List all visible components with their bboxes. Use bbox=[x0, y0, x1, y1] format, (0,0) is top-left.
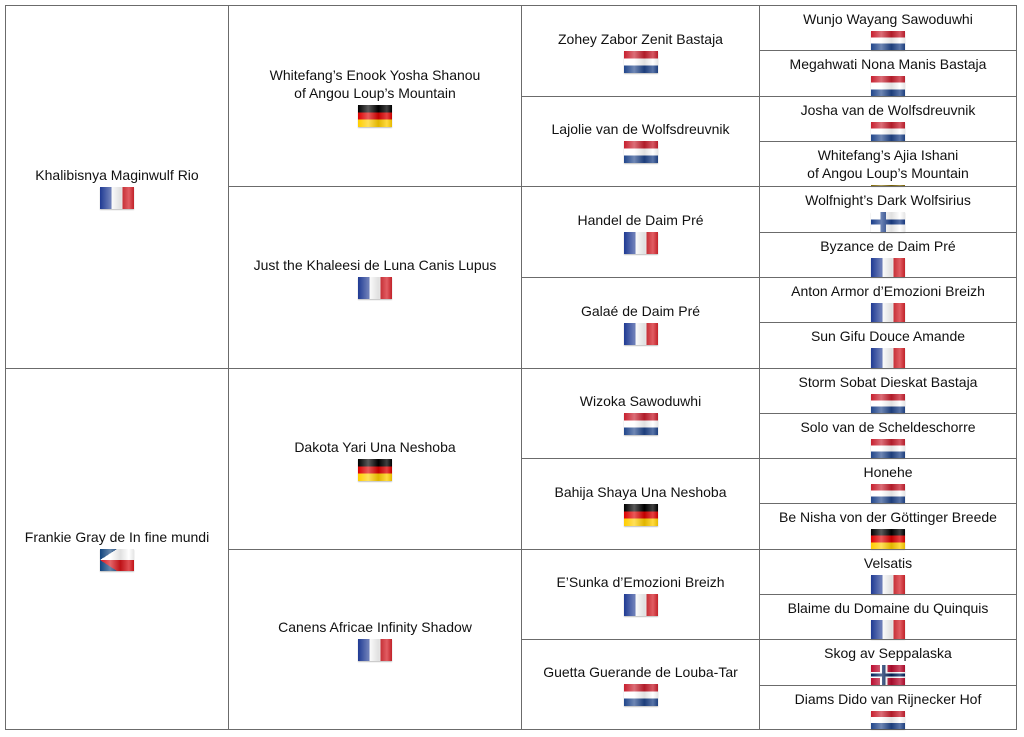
flag-france-icon bbox=[623, 231, 658, 254]
flag-netherlands-icon bbox=[871, 76, 905, 96]
pedigree-table: Khalibisnya Maginwulf Rio Frankie Gray de… bbox=[5, 5, 1017, 730]
dog-name: Skog av Seppalaska bbox=[824, 645, 952, 661]
flag-france-icon bbox=[871, 348, 905, 368]
generation-4-dog-cell: Josha van de Wolfsdreuvnik bbox=[759, 96, 1017, 141]
dog-name: Canens Africae Infinity Shadow bbox=[278, 619, 472, 635]
generation-3-dog-cell: Zohey Zabor Zenit Bastaja bbox=[521, 5, 759, 96]
dog-name: E’Sunka d’Emozioni Breizh bbox=[556, 574, 725, 590]
dog-name: Byzance de Daim Pré bbox=[820, 238, 956, 254]
flag-france-icon bbox=[871, 620, 905, 639]
flag-netherlands-icon bbox=[623, 413, 658, 435]
flag-germany-icon bbox=[358, 104, 392, 127]
generation-4-dog-cell: Byzance de Daim Pré bbox=[759, 232, 1017, 277]
generation-2-dog-cell: Whitefang’s Enook Yosha Shanou of Angou … bbox=[228, 5, 521, 186]
dog-name: Storm Sobat Dieskat Bastaja bbox=[798, 374, 978, 390]
dog-name: Wolfnight’s Dark Wolfsirius bbox=[805, 192, 971, 208]
dog-name: Solo van de Scheldeschorre bbox=[800, 419, 976, 435]
generation-3-dog-cell: Guetta Guerande de Louba-Tar bbox=[521, 639, 759, 730]
flag-netherlands-icon bbox=[623, 50, 658, 73]
generation-3-dog-cell: Handel de Daim Pré bbox=[521, 186, 759, 277]
generation-4-dog-cell: Wolfnight’s Dark Wolfsirius bbox=[759, 186, 1017, 232]
dog-name: Be Nisha von der Göttinger Breede bbox=[779, 509, 997, 525]
flag-france-icon bbox=[871, 575, 905, 594]
flag-france-icon bbox=[358, 639, 392, 661]
generation-2-dog-cell: Canens Africae Infinity Shadow bbox=[228, 549, 521, 730]
flag-netherlands-icon bbox=[871, 31, 905, 50]
generation-1-dog-cell: Khalibisnya Maginwulf Rio bbox=[5, 5, 228, 368]
generation-4-dog-cell: Wunjo Wayang Sawoduwhi bbox=[759, 5, 1017, 50]
flag-germany-icon bbox=[871, 185, 905, 186]
dog-name: Velsatis bbox=[863, 555, 913, 571]
dog-name: Megahwati Nona Manis Bastaja bbox=[789, 56, 987, 72]
flag-france-icon bbox=[623, 594, 658, 616]
generation-4-dog-cell: Megahwati Nona Manis Bastaja bbox=[759, 50, 1017, 96]
dog-name: Whitefang’s Enook Yosha Shanou of Angou … bbox=[269, 66, 481, 101]
generation-4-dog-cell: Anton Armor d’Emozioni Breizh bbox=[759, 277, 1017, 322]
generation-3-dog-cell: E’Sunka d’Emozioni Breizh bbox=[521, 549, 759, 639]
flag-czech-republic-icon bbox=[100, 548, 134, 571]
dog-name: Lajolie van de Wolfsdreuvnik bbox=[551, 121, 730, 137]
dog-name: Handel de Daim Pré bbox=[577, 211, 704, 228]
generation-4-dog-cell: Honehe bbox=[759, 458, 1017, 503]
generation-4-dog-cell: Be Nisha von der Göttinger Breede bbox=[759, 503, 1017, 549]
dog-name: Galaé de Daim Pré bbox=[580, 302, 701, 319]
dog-name: Khalibisnya Maginwulf Rio bbox=[35, 166, 199, 183]
generation-4-dog-cell: Skog av Seppalaska bbox=[759, 639, 1017, 685]
dog-name: Sun Gifu Douce Amande bbox=[810, 328, 966, 344]
flag-france-icon bbox=[100, 186, 134, 209]
flag-norway-icon bbox=[871, 665, 905, 685]
generation-4-dog-cell: Velsatis bbox=[759, 549, 1017, 594]
flag-netherlands-icon bbox=[871, 484, 905, 503]
generation-4-dog-cell: Blaime du Domaine du Quinquis bbox=[759, 594, 1017, 639]
generation-4-dog-cell: Whitefang’s Ajia Ishani of Angou Loup’s … bbox=[759, 141, 1017, 186]
dog-name: Honehe bbox=[863, 464, 913, 480]
dog-name: Wunjo Wayang Sawoduwhi bbox=[803, 11, 973, 27]
flag-france-icon bbox=[623, 322, 658, 345]
dog-name: Blaime du Domaine du Quinquis bbox=[787, 600, 989, 616]
dog-name: Frankie Gray de In fine mundi bbox=[24, 528, 210, 545]
generation-4-dog-cell: Solo van de Scheldeschorre bbox=[759, 413, 1017, 458]
flag-finland-icon bbox=[871, 212, 905, 232]
flag-netherlands-icon bbox=[871, 122, 905, 141]
flag-netherlands-icon bbox=[871, 711, 905, 729]
flag-netherlands-icon bbox=[623, 141, 658, 163]
flag-netherlands-icon bbox=[871, 394, 905, 413]
dog-name: Dakota Yari Una Neshoba bbox=[294, 438, 456, 455]
dog-name: Wizoka Sawoduwhi bbox=[579, 393, 702, 409]
generation-1-dog-cell: Frankie Gray de In fine mundi bbox=[5, 368, 228, 730]
dog-name: Just the Khaleesi de Luna Canis Lupus bbox=[253, 257, 497, 273]
generation-2-dog-cell: Dakota Yari Una Neshoba bbox=[228, 368, 521, 549]
flag-netherlands-icon bbox=[871, 439, 905, 458]
generation-4-dog-cell: Storm Sobat Dieskat Bastaja bbox=[759, 368, 1017, 413]
generation-4-dog-cell: Diams Dido van Rijnecker Hof bbox=[759, 685, 1017, 730]
dog-name: Guetta Guerande de Louba-Tar bbox=[543, 664, 738, 680]
flag-germany-icon bbox=[358, 458, 392, 481]
generation-3-dog-cell: Galaé de Daim Pré bbox=[521, 277, 759, 368]
generation-2-dog-cell: Just the Khaleesi de Luna Canis Lupus bbox=[228, 186, 521, 368]
generation-3-dog-cell: Bahija Shaya Una Neshoba bbox=[521, 458, 759, 549]
flag-netherlands-icon bbox=[623, 684, 658, 706]
dog-name: Anton Armor d’Emozioni Breizh bbox=[791, 283, 985, 299]
dog-name: Zohey Zabor Zenit Bastaja bbox=[558, 30, 723, 47]
flag-germany-icon bbox=[871, 529, 905, 549]
flag-france-icon bbox=[871, 303, 905, 322]
flag-germany-icon bbox=[623, 503, 658, 526]
flag-france-icon bbox=[358, 277, 392, 299]
generation-3-dog-cell: Wizoka Sawoduwhi bbox=[521, 368, 759, 458]
generation-4-dog-cell: Sun Gifu Douce Amande bbox=[759, 322, 1017, 368]
dog-name: Josha van de Wolfsdreuvnik bbox=[800, 102, 976, 118]
dog-name: Bahija Shaya Una Neshoba bbox=[554, 483, 727, 500]
dog-name: Whitefang’s Ajia Ishani of Angou Loup’s … bbox=[807, 147, 969, 181]
flag-france-icon bbox=[871, 258, 905, 277]
generation-3-dog-cell: Lajolie van de Wolfsdreuvnik bbox=[521, 96, 759, 186]
dog-name: Diams Dido van Rijnecker Hof bbox=[794, 691, 982, 707]
